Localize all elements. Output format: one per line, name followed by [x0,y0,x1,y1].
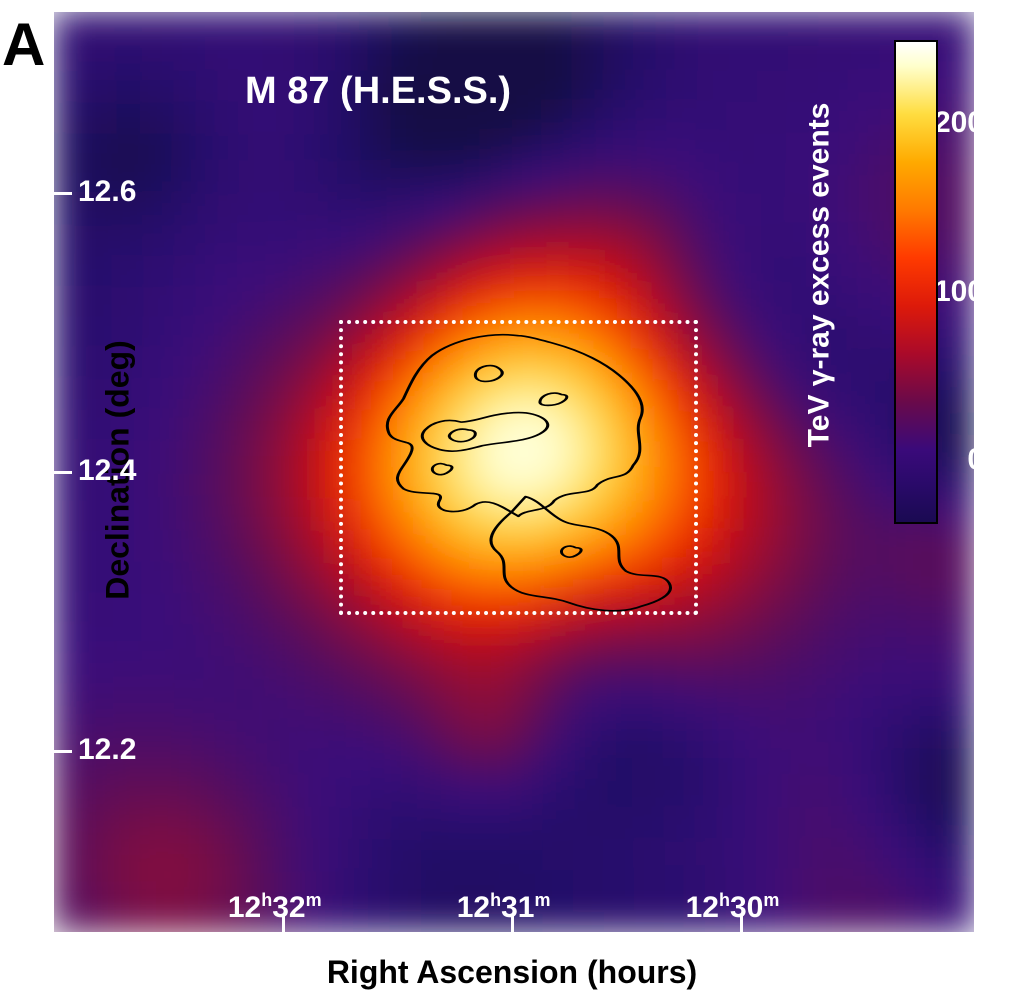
x-tick-label: 12h31m [457,890,551,925]
colorbar-container [894,40,934,520]
x-tick-mark [511,914,514,932]
panel-letter: A [2,10,45,79]
y-tick-mark [54,750,72,753]
colorbar-tick-label: 0 [967,443,984,477]
colorbar [894,40,938,524]
y-tick-label: 12.2 [78,733,136,767]
colorbar-label: TeV γ-ray excess events [803,103,837,448]
plot-title: M 87 (H.E.S.S.) [245,70,511,113]
x-tick-mark [740,914,743,932]
y-tick-label: 12.4 [78,454,136,488]
x-axis-label: Right Ascension (hours) [0,954,1024,991]
y-tick-label: 12.6 [78,175,136,209]
x-tick-label: 12h32m [228,890,322,925]
y-tick-mark [54,471,72,474]
colorbar-tick-label: 200 [934,106,984,140]
y-tick-mark [54,192,72,195]
x-tick-label: 12h30m [686,890,780,925]
x-tick-mark [282,914,285,932]
figure-container: A M 87 (H.E.S.S.) Declination (deg) Righ… [0,0,1024,993]
radio-contours [339,320,698,614]
colorbar-tick-label: 100 [934,275,984,309]
